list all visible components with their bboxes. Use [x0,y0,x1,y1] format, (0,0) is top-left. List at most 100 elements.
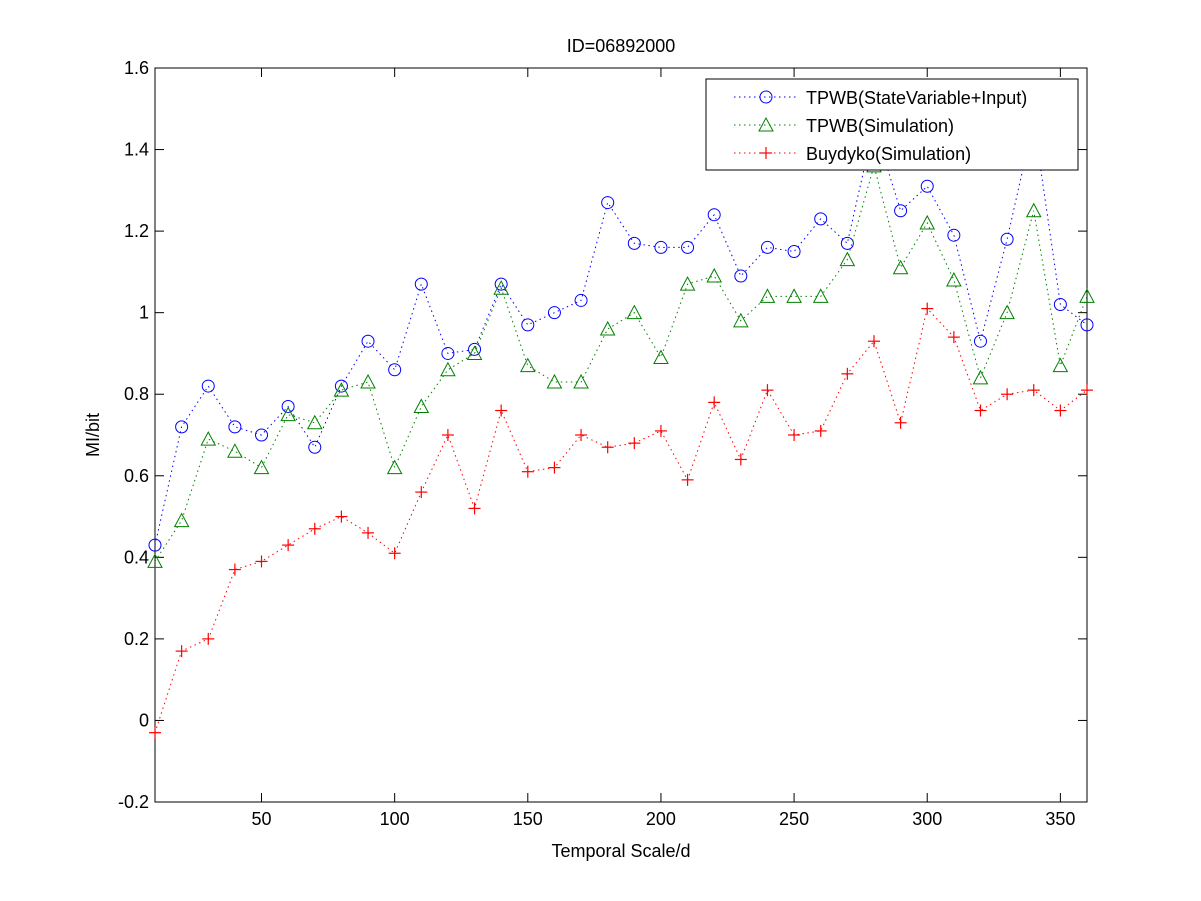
data-point [679,276,696,291]
data-point [388,547,401,560]
data-point [388,363,402,377]
data-point [626,304,643,320]
data-point [681,240,695,254]
data-point [413,398,430,413]
data-point [734,269,748,283]
legend-marker [760,147,772,159]
legend-box [705,78,1079,171]
data-point [708,396,721,409]
data-point [1000,232,1014,246]
data-point [1080,318,1094,332]
data-point [894,416,907,429]
data-point [228,563,241,576]
data-point [654,240,668,254]
y-tick-label: 0.4 [124,547,149,567]
data-point [732,312,749,328]
data-point [281,399,295,413]
series-line [154,120,1088,546]
legend: TPWB(StateVariable+Input) TPWB(Simulation… [705,78,1079,171]
data-point [1054,404,1067,417]
data-point [495,404,508,417]
data-point [681,473,694,486]
data-point [441,346,455,360]
data-point [787,245,801,258]
data-point [148,538,162,552]
data-point [1027,384,1040,397]
y-tick-label: 0.8 [124,384,149,404]
y-tick-label: 1.2 [124,221,149,241]
data-point [255,555,268,568]
data-point [414,277,428,291]
data-point [175,420,189,434]
series-3 [149,302,1093,739]
data-point [814,424,827,437]
data-point [468,342,482,356]
data-point [788,429,801,441]
legend-marker [759,90,773,104]
data-point [441,429,454,441]
data-point [840,236,854,250]
data-point [333,382,350,397]
chart-title: ID=06892000 [567,36,676,56]
data-point [335,510,348,523]
y-tick-label: -0.2 [118,792,149,812]
legend-item: TPWB(StateVariable+Input) [734,88,1027,108]
data-point [574,293,588,307]
data-point [521,318,535,332]
y-tick-label: 0 [139,710,149,730]
data-point [734,453,747,466]
y-tick-label: 0.2 [124,629,149,649]
data-point [628,437,641,450]
legend-item: TPWB(Simulation) [734,116,954,136]
data-point [814,212,828,226]
data-point [974,404,987,417]
data-point [761,384,774,397]
data-point [759,288,776,303]
data-point [947,331,960,344]
data-point [280,406,296,422]
data-point [175,645,188,658]
data-point [149,726,161,739]
data-point [253,459,270,475]
data-point [255,428,269,442]
data-point [200,431,217,446]
data-point [973,334,987,348]
data-point [841,367,854,380]
plot-area [155,68,1087,802]
data-point [1025,202,1042,218]
data-point [308,440,322,454]
data-point [760,240,774,254]
data-point [601,441,614,454]
data-point [308,522,321,535]
x-tick-label: 350 [1045,809,1075,829]
data-point [812,288,829,303]
data-point [627,236,641,250]
data-point [493,280,510,295]
data-point [1052,357,1069,373]
data-point [228,420,242,434]
data-point [599,320,616,336]
data-point [786,288,802,303]
data-point [360,373,376,389]
data-point [947,228,961,242]
x-tick-label: 300 [912,809,942,829]
x-tick-label: 100 [380,809,410,829]
data-point [839,251,856,267]
data-point [894,204,908,218]
data-point [653,349,669,365]
legend-label: Buydyko(Simulation) [806,144,971,164]
legend-marker [758,116,774,132]
data-point [972,369,989,385]
legend-item: Buydyko(Simulation) [734,144,971,164]
data-point [999,304,1015,320]
data-point [466,345,483,360]
data-point [201,379,215,393]
data-point [362,526,375,539]
data-point [575,429,588,441]
legend-label: TPWB(Simulation) [806,116,954,136]
plot-background [155,68,1087,802]
y-tick-label: 1.6 [124,58,149,78]
data-point [173,512,190,528]
data-point [920,179,934,193]
data-point [867,335,880,348]
